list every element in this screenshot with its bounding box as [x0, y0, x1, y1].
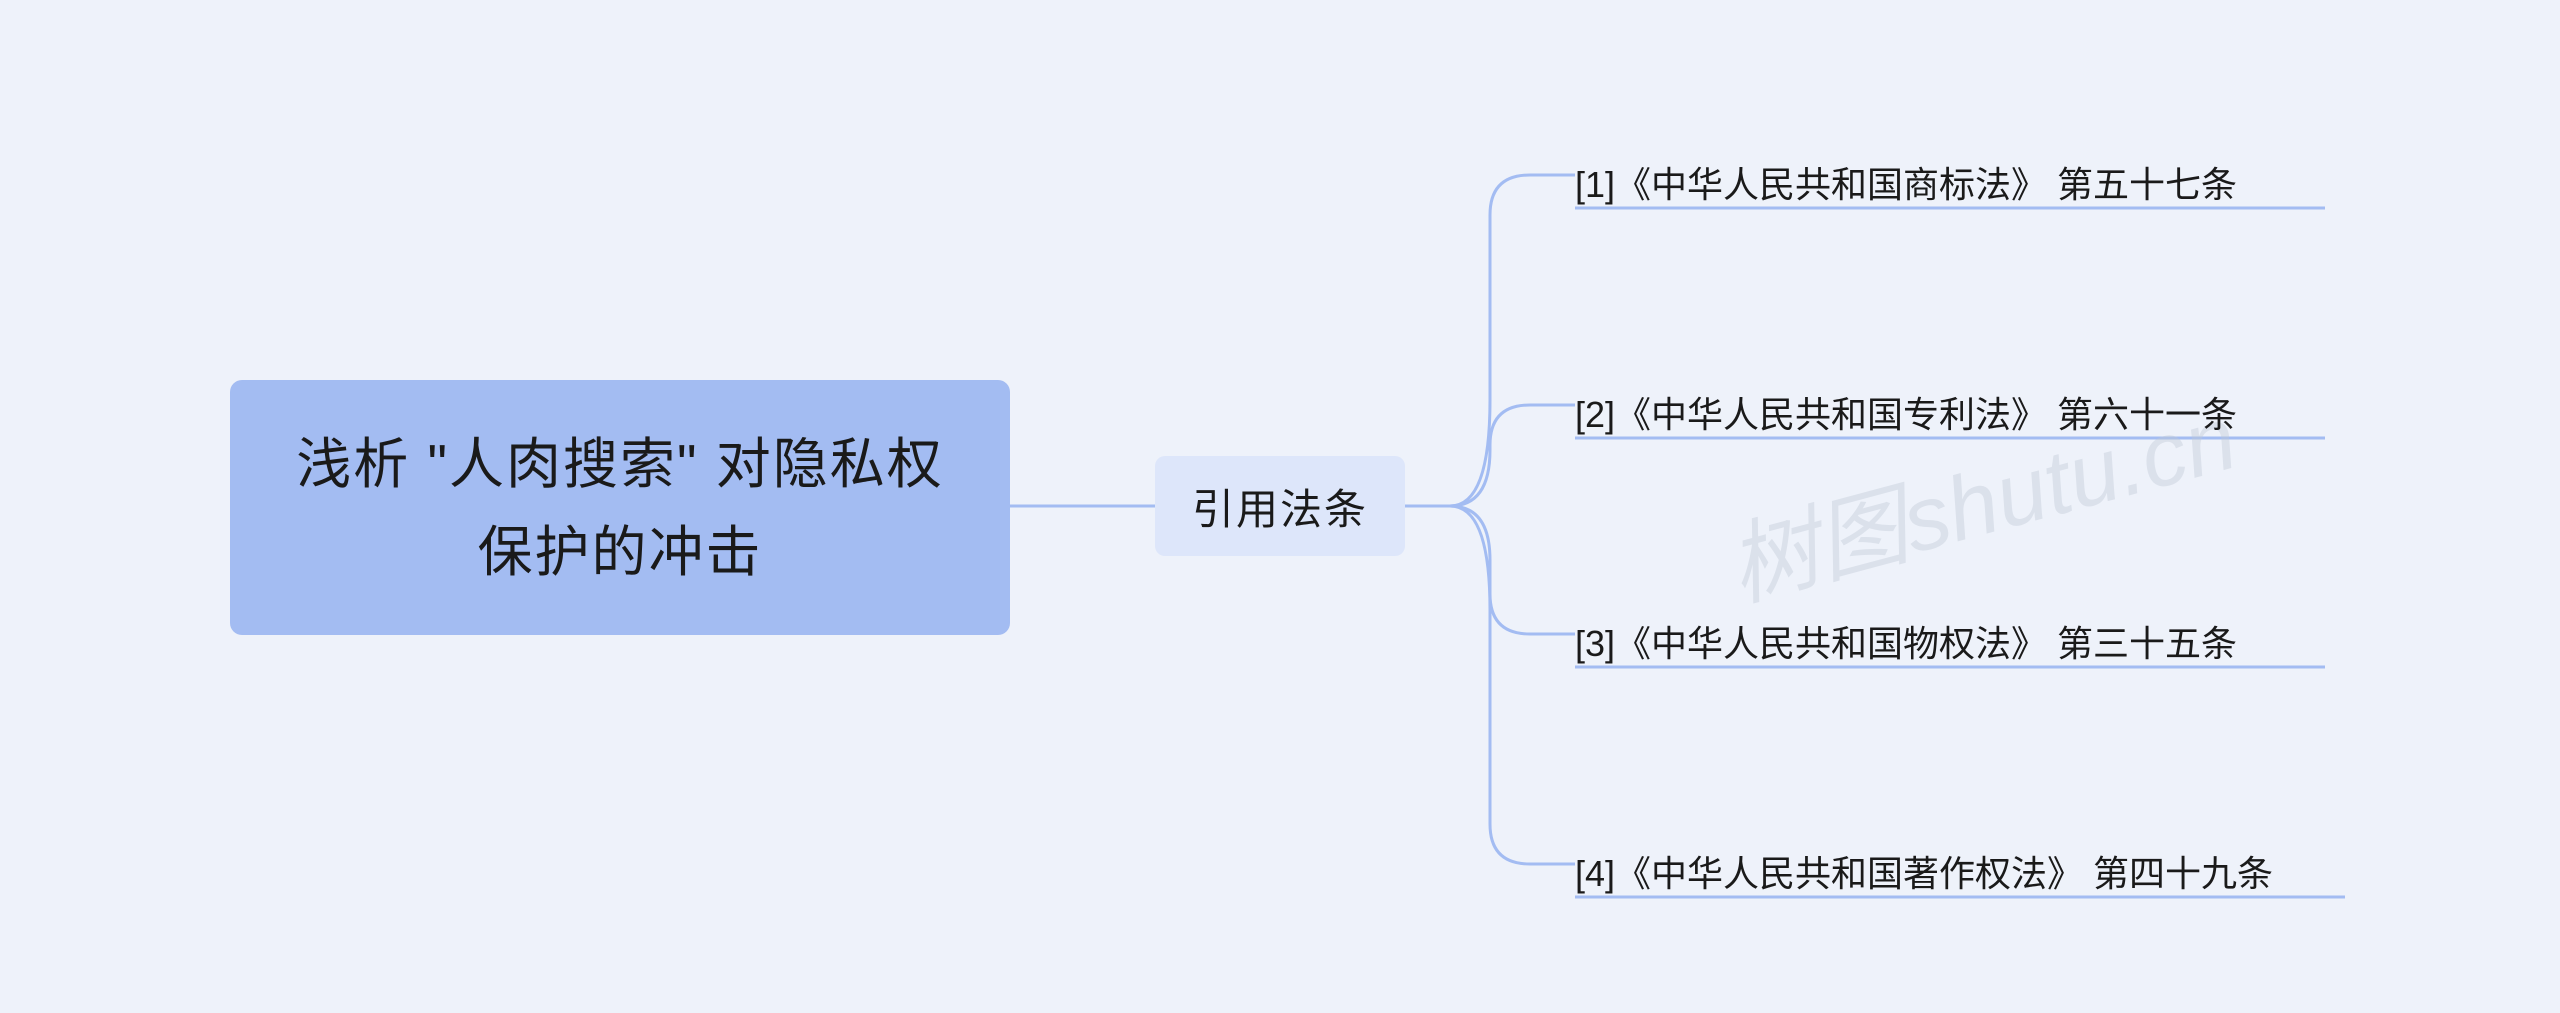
child-node-citations[interactable]: 引用法条: [1155, 456, 1405, 556]
child-node-text: 引用法条: [1192, 476, 1368, 537]
leaf-text-4: [4]《中华人民共和国著作权法》 第四十九条: [1575, 853, 2273, 894]
leaf-text-3: [3]《中华人民共和国物权法》 第三十五条: [1575, 623, 2237, 664]
leaf-text-2: [2]《中华人民共和国专利法》 第六十一条: [1575, 394, 2237, 435]
leaf-node-4[interactable]: [4]《中华人民共和国著作权法》 第四十九条: [1575, 845, 2273, 897]
root-node-text: 浅析 "人肉搜索" 对隐私权保护的冲击: [280, 420, 960, 596]
leaf-node-1[interactable]: [1]《中华人民共和国商标法》 第五十七条: [1575, 156, 2237, 208]
root-node[interactable]: 浅析 "人肉搜索" 对隐私权保护的冲击: [230, 380, 1010, 635]
leaf-node-3[interactable]: [3]《中华人民共和国物权法》 第三十五条: [1575, 615, 2237, 667]
leaf-node-2[interactable]: [2]《中华人民共和国专利法》 第六十一条: [1575, 386, 2237, 438]
mindmap-container: 树图shutu.cn 树图shutu.cn 浅析 "人肉搜索" 对隐私权保护的冲…: [0, 0, 2560, 1013]
leaf-text-1: [1]《中华人民共和国商标法》 第五十七条: [1575, 164, 2237, 205]
